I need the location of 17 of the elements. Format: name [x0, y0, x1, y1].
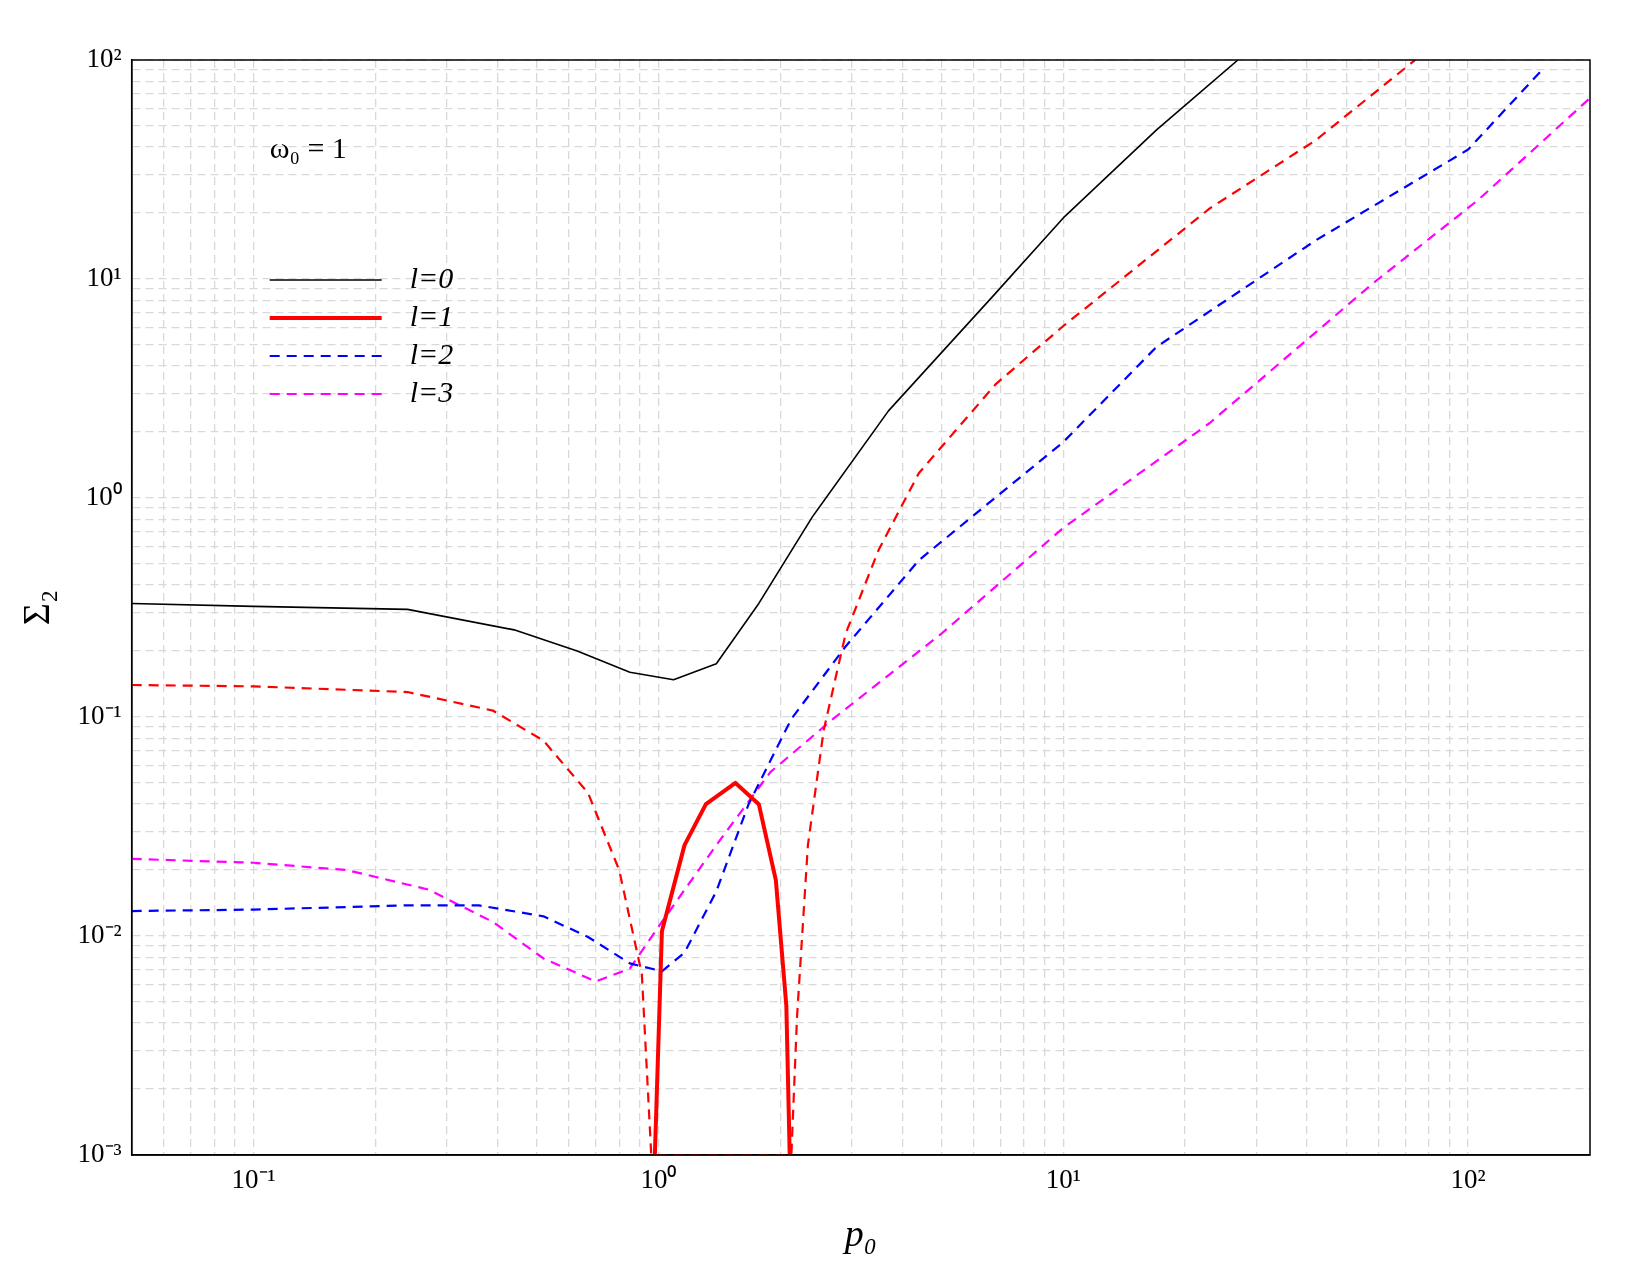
x-tick-label: 10⁰: [640, 1164, 677, 1195]
legend-label: l=2: [409, 336, 454, 370]
y-tick-label: 10¹: [86, 262, 122, 293]
legend-label: l=3: [409, 374, 454, 408]
x-axis-title: p₀: [841, 1212, 877, 1255]
annotation: ω₀ = 1: [269, 130, 347, 164]
y-tick-label: 10⁻¹: [77, 700, 122, 731]
y-tick-label: 10⁻³: [77, 1138, 122, 1169]
legend-label: l=0: [409, 260, 454, 294]
x-tick-label: 10²: [1450, 1164, 1486, 1195]
y-tick-label: 10²: [86, 43, 122, 74]
y-tick-label: 10⁻²: [77, 919, 122, 950]
y-axis-title: Σ₂: [14, 589, 57, 626]
x-tick-label: 10⁻¹: [231, 1164, 276, 1195]
y-tick-label: 10⁰: [85, 481, 122, 512]
x-tick-label: 10¹: [1045, 1164, 1081, 1195]
legend-label: l=1: [409, 298, 454, 332]
